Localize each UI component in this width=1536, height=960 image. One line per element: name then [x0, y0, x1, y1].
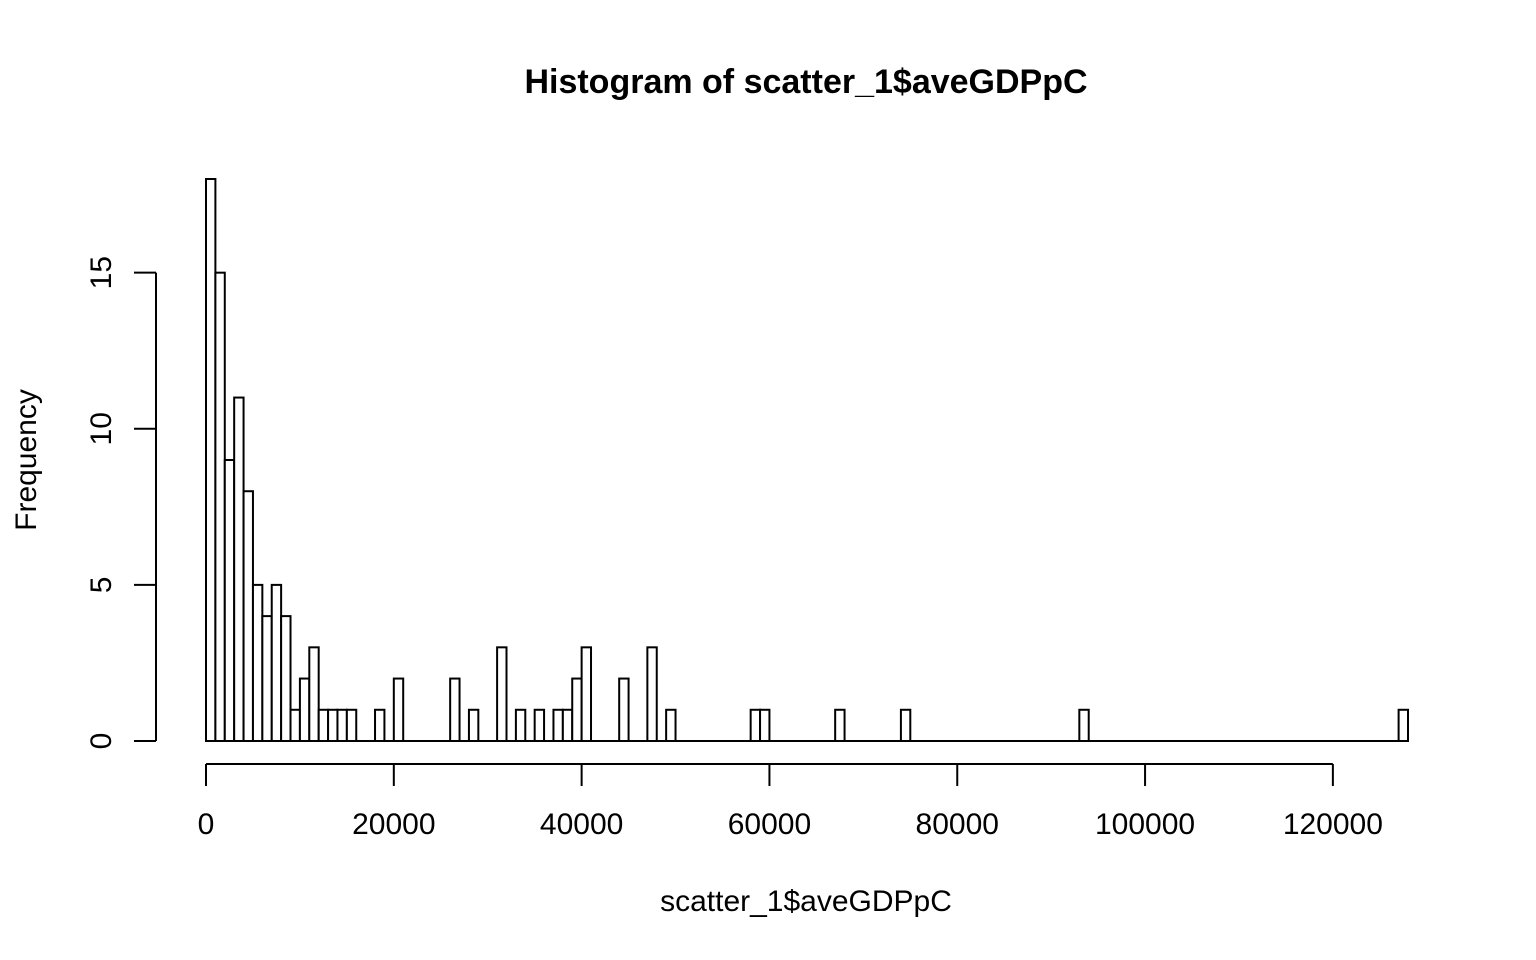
histogram-bar — [298, 677, 311, 742]
x-tick-label: 60000 — [728, 808, 811, 841]
histogram-bar — [571, 677, 583, 742]
y-tick-label: 0 — [85, 733, 118, 750]
y-tick-label: 5 — [85, 577, 118, 594]
histogram-bar — [561, 708, 574, 742]
histogram-bar — [834, 708, 846, 742]
histogram-bar — [270, 583, 283, 743]
histogram-bar — [223, 459, 236, 742]
histogram-bar — [646, 646, 658, 742]
histogram-bar — [242, 490, 254, 742]
y-axis-label: Frequency — [10, 389, 43, 531]
histogram-bar — [336, 708, 348, 742]
histogram-bar — [1397, 708, 1409, 742]
histogram-bar — [533, 708, 546, 742]
histogram-bar — [251, 583, 264, 743]
x-tick-label: 120000 — [1283, 808, 1383, 841]
histogram-bar — [467, 708, 480, 742]
histogram-bar — [317, 708, 330, 742]
x-tick-label: 0 — [198, 808, 215, 841]
histogram-bar — [749, 708, 762, 742]
histogram-bar — [345, 708, 358, 742]
y-axis: 0 5 10 15 — [85, 256, 157, 750]
y-tick-label: 15 — [85, 256, 118, 289]
x-axis-label: scatter_1$aveGDPpC — [660, 885, 952, 918]
histogram-bar — [233, 396, 245, 742]
histogram-bars — [205, 178, 1409, 743]
histogram-bar — [261, 615, 273, 742]
histogram-bar — [665, 708, 677, 742]
chart-title: Histogram of scatter_1$aveGDPpC — [524, 63, 1087, 101]
x-axis: 0 20000 40000 60000 80000 100000 120000 — [198, 763, 1383, 841]
histogram-bar — [280, 615, 292, 742]
histogram-bar — [496, 646, 508, 742]
x-tick-label: 100000 — [1095, 808, 1195, 841]
histogram-bar — [1078, 708, 1090, 742]
y-tick-label: 10 — [85, 412, 118, 445]
x-tick-label: 80000 — [916, 808, 999, 841]
histogram-bar — [214, 271, 226, 742]
histogram-bar — [449, 677, 461, 742]
x-tick-label: 20000 — [352, 808, 435, 841]
histogram-bar — [580, 646, 593, 742]
histogram-bar — [514, 708, 527, 742]
histogram-bar — [759, 708, 771, 742]
histogram-bar — [899, 708, 912, 742]
histogram-bar — [205, 178, 217, 742]
histogram-bar — [308, 646, 320, 742]
histogram-bar — [289, 708, 301, 742]
histogram-bar — [552, 708, 564, 742]
histogram-bar — [327, 708, 339, 742]
histogram-bar — [618, 677, 630, 742]
x-tick-label: 40000 — [540, 808, 623, 841]
histogram-bar — [374, 708, 386, 742]
histogram-bar — [392, 677, 405, 742]
